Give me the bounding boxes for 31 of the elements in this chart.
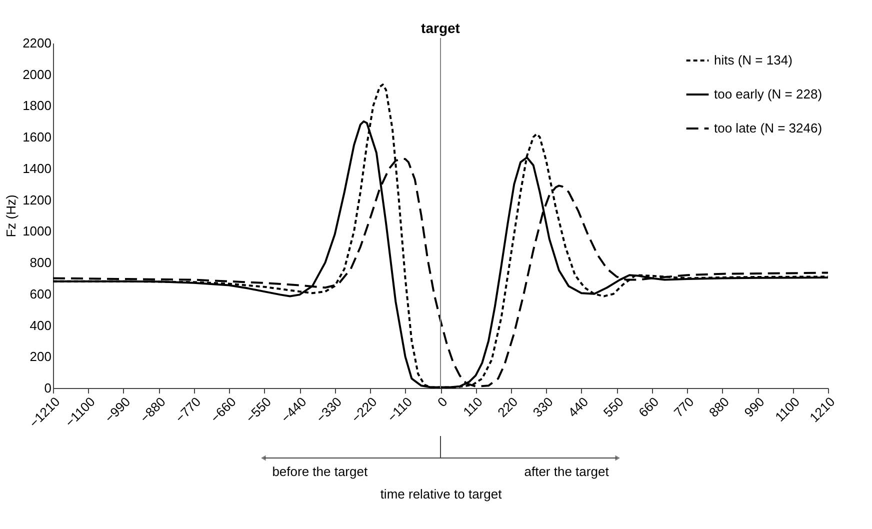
y-tick-label: 1000 xyxy=(22,224,52,239)
legend-label: too late (N = 3246) xyxy=(714,120,822,136)
y-tick-label: 800 xyxy=(30,255,52,270)
x-tick-label: −110 xyxy=(384,394,415,425)
x-tick-label: 220 xyxy=(494,394,521,420)
x-tick-label: 550 xyxy=(600,394,626,420)
y-tick-label: 600 xyxy=(30,286,52,302)
y-tick-label: 1400 xyxy=(22,160,52,176)
x-tick-label: 110 xyxy=(460,394,486,420)
y-tick-label: 2200 xyxy=(22,36,52,50)
y-tick-label: 0 xyxy=(44,380,52,396)
text: after the target xyxy=(524,464,610,479)
y-tick-label: 200 xyxy=(30,349,52,364)
y-axis-title: Fz (Hz) xyxy=(4,194,19,238)
x-axis-title: time relative to target xyxy=(380,486,502,502)
x-tick-label: 770 xyxy=(670,394,697,420)
x-tick-label: 0 xyxy=(434,394,450,410)
x-tick-label: 880 xyxy=(706,394,732,420)
y-tick-label: 400 xyxy=(30,318,52,333)
legend-label: hits (N = 134) xyxy=(714,52,792,68)
x-tick-label: 660 xyxy=(636,394,662,420)
x-tick-label: 330 xyxy=(530,394,556,420)
ref-line-label: target xyxy=(421,20,460,36)
x-tick-label: 440 xyxy=(565,394,592,420)
y-tick-label: 1800 xyxy=(22,98,52,114)
y-tick-label: 2000 xyxy=(22,66,52,82)
y-tick-label: 1200 xyxy=(22,192,52,208)
x-tick-label: 990 xyxy=(741,394,768,420)
legend-label: too early (N = 228) xyxy=(714,86,822,102)
text: before the target xyxy=(272,464,368,479)
y-tick-label: 1600 xyxy=(22,130,52,145)
